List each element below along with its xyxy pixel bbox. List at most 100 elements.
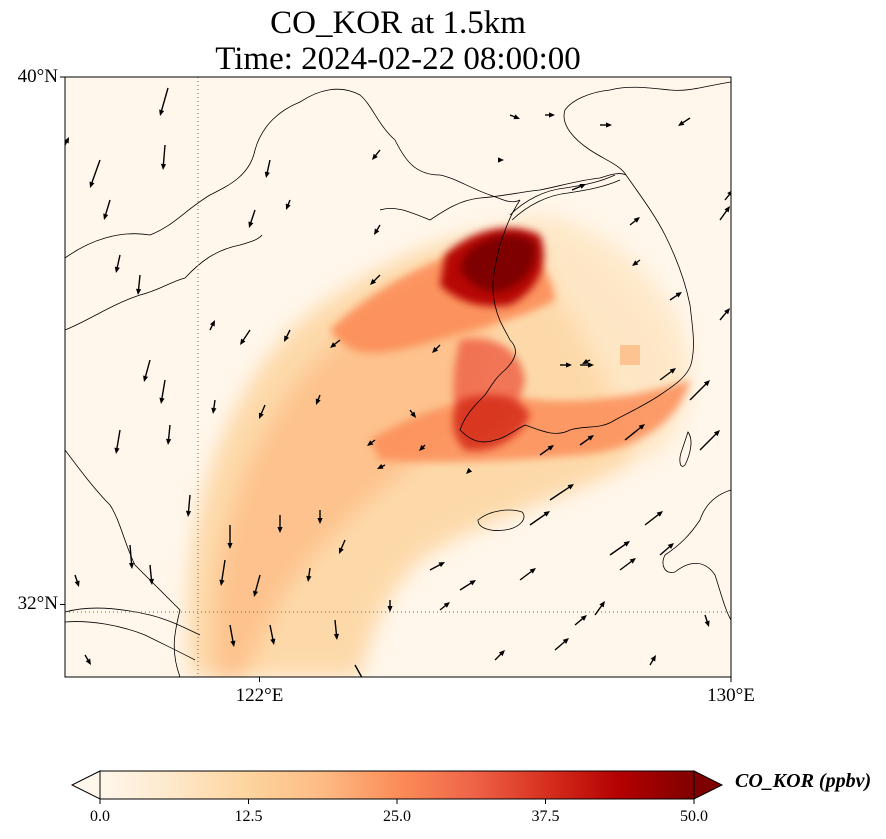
wind-vector-shaft bbox=[373, 274, 381, 282]
wind-vector-shaft bbox=[229, 624, 234, 643]
colorbar-tick-label: 37.5 bbox=[531, 808, 560, 825]
coastline-kyushu bbox=[662, 489, 731, 621]
lon-tick-label: 122°E bbox=[235, 685, 284, 706]
wind-vector-shaft bbox=[221, 559, 226, 582]
wind-vector-shaft bbox=[689, 383, 707, 401]
colorbar-bar bbox=[99, 770, 695, 800]
wind-vector-shaft bbox=[167, 424, 171, 441]
wind-vector-head bbox=[143, 375, 149, 382]
wind-vector-head bbox=[675, 292, 682, 298]
wind-vector-head bbox=[724, 308, 730, 315]
wind-vector-shaft bbox=[374, 149, 381, 157]
wind-vector-shaft bbox=[116, 254, 121, 269]
lat-tick-label: 40°N bbox=[17, 66, 58, 87]
plume-south-coast bbox=[370, 380, 690, 463]
wind-vector-shaft bbox=[539, 447, 551, 456]
wind-vector-shaft bbox=[435, 344, 441, 350]
wind-vector-head bbox=[227, 543, 233, 549]
wind-vector-shaft bbox=[439, 604, 447, 611]
wind-vector-head bbox=[582, 358, 589, 364]
wind-vector-head bbox=[211, 407, 217, 414]
wind-vector-head bbox=[567, 484, 574, 490]
wind-vector-head bbox=[678, 120, 685, 126]
wind-vector-shaft bbox=[644, 513, 660, 526]
colorbar-extend-min bbox=[70, 770, 101, 800]
wind-vector-head bbox=[656, 511, 663, 517]
wind-vector-shaft bbox=[162, 144, 166, 166]
wind-vector-head bbox=[65, 137, 69, 144]
wind-vector-head bbox=[713, 430, 720, 437]
wind-vector-head bbox=[306, 575, 312, 582]
coastline-liaodong-east bbox=[379, 173, 627, 221]
coastline-bohai bbox=[65, 88, 521, 259]
wind-vector-head bbox=[277, 527, 283, 533]
wind-vector-head bbox=[638, 424, 645, 430]
coastline-china-east bbox=[65, 449, 181, 677]
wind-vector-head bbox=[103, 213, 109, 220]
coastline-tsushima bbox=[679, 431, 692, 467]
wind-vector-shaft bbox=[333, 339, 341, 346]
colorbar-ticks bbox=[99, 799, 695, 804]
wind-vector-head bbox=[633, 217, 640, 223]
wind-vector-head bbox=[159, 397, 165, 404]
map-frame bbox=[64, 76, 732, 678]
wind-vector-head bbox=[160, 163, 167, 170]
map-title: CO_KOR at 1.5km bbox=[270, 5, 526, 41]
wind-vector-shaft bbox=[213, 399, 216, 410]
coastline-yalu bbox=[509, 174, 621, 221]
wind-vector-shaft bbox=[429, 563, 441, 571]
wind-vector-shaft bbox=[144, 359, 151, 378]
wind-vector-shaft bbox=[116, 429, 121, 450]
wind-vector-head bbox=[469, 580, 476, 586]
wind-vector-head bbox=[623, 541, 630, 547]
wind-vector-shaft bbox=[659, 545, 671, 556]
lat-tick-label: 32°N bbox=[17, 593, 58, 615]
coastline-korea-west bbox=[459, 199, 526, 443]
wind-vector-head bbox=[284, 335, 290, 342]
wind-vector-shaft bbox=[629, 219, 637, 226]
wind-vector-shaft bbox=[574, 617, 584, 626]
wind-vector-head bbox=[166, 438, 172, 445]
wind-vector-head bbox=[240, 338, 246, 345]
wind-vector-shaft bbox=[571, 185, 582, 191]
wind-vector-head bbox=[136, 288, 142, 295]
coastline-shandong bbox=[65, 234, 263, 331]
wind-vector-head bbox=[114, 266, 120, 273]
wind-vector-shaft bbox=[529, 513, 547, 526]
wind-vector-head bbox=[650, 655, 656, 662]
wind-vector-head bbox=[580, 615, 587, 621]
wind-vector-head bbox=[285, 203, 291, 210]
wind-vector-head bbox=[432, 346, 439, 353]
wind-vector-shaft bbox=[375, 224, 381, 232]
wind-vector-head bbox=[270, 638, 276, 645]
wind-vector-shaft bbox=[554, 640, 566, 651]
wind-vector-head bbox=[629, 558, 636, 564]
wind-vector-head bbox=[89, 181, 95, 188]
wind-vector-head bbox=[667, 543, 674, 549]
lon-tick-label: 130°E bbox=[707, 685, 755, 706]
wind-vector-head bbox=[543, 511, 550, 517]
wind-vector-shaft bbox=[609, 543, 627, 556]
wind-vector-head bbox=[159, 109, 165, 116]
coastlines bbox=[65, 81, 731, 677]
wind-vector-head bbox=[315, 398, 321, 405]
wind-vector-head bbox=[219, 579, 225, 586]
wind-vector-shaft bbox=[161, 379, 166, 400]
wind-vector-shaft bbox=[160, 87, 169, 112]
wind-vector-head bbox=[513, 114, 520, 120]
wind-vector-head bbox=[264, 171, 270, 178]
wind-vector-head bbox=[724, 206, 730, 213]
colorbar-tick-label: 0.0 bbox=[90, 808, 110, 825]
axis-ticks bbox=[60, 76, 732, 682]
wind-vector-head bbox=[185, 510, 192, 517]
wind-vector-shaft bbox=[669, 294, 679, 301]
wind-vector-head bbox=[230, 640, 236, 647]
coastline-yangtze bbox=[65, 607, 201, 661]
wind-vector-head bbox=[727, 191, 731, 197]
wind-vector-shaft bbox=[129, 544, 133, 565]
colorbar-title: CO_KOR (ppbv) bbox=[735, 770, 872, 792]
wind-vector-head bbox=[387, 606, 393, 612]
wind-vector-head bbox=[114, 447, 120, 454]
wind-vector-shaft bbox=[74, 574, 79, 583]
wind-vector-head bbox=[367, 440, 374, 446]
